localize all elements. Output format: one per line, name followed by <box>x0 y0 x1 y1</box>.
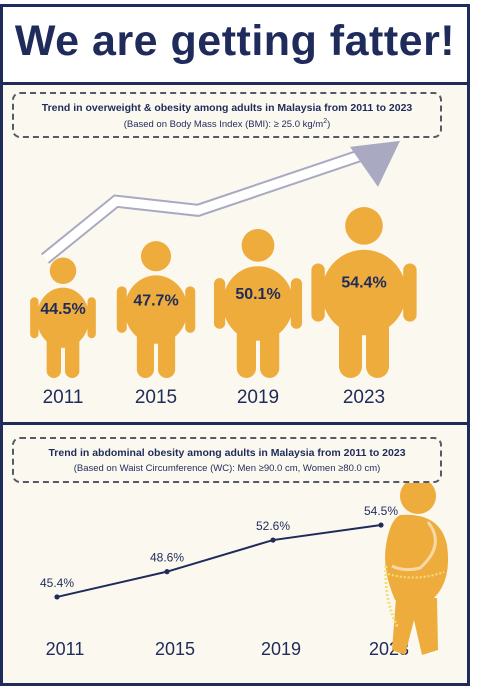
title-band: We are getting fatter! <box>3 7 467 85</box>
waist-chart-title-box: Trend in abdominal obesity among adults … <box>12 437 442 483</box>
waist-value-label: 52.6% <box>256 519 290 533</box>
bmi-year-label: 2023 <box>343 387 385 408</box>
bmi-year-label: 2019 <box>237 387 279 408</box>
waist-year-label: 2015 <box>155 639 195 659</box>
bmi-year-label: 2015 <box>135 387 177 408</box>
bmi-value-label: 44.5% <box>40 301 85 318</box>
measuring-tape <box>384 565 400 629</box>
waist-chart-title: Trend in abdominal obesity among adults … <box>48 447 406 459</box>
figure-arm <box>213 278 226 329</box>
bmi-year-label: 2011 <box>43 387 84 408</box>
figure-head <box>345 207 383 245</box>
figure-body <box>321 249 407 336</box>
person-arm-outline <box>391 521 437 572</box>
page-title: We are getting fatter! <box>14 17 456 65</box>
figure-body <box>222 266 294 341</box>
figure-body <box>36 287 90 348</box>
figure-arm <box>311 263 325 322</box>
figure-head <box>241 228 275 262</box>
waist-chart-subtitle: (Based on Waist Circumference (WC): Men … <box>73 463 381 474</box>
figure-arm <box>290 278 303 329</box>
waist-data-point <box>164 569 170 575</box>
figure-arm <box>403 263 417 322</box>
bmi-chart-title: Trend in overweight & obesity among adul… <box>41 102 413 114</box>
bmi-subtitle-end: ) <box>327 119 331 131</box>
figure-arm <box>30 297 39 339</box>
waist-value-label: 45.4% <box>40 576 74 590</box>
person-torso <box>385 514 449 600</box>
bmi-subtitle-text: (Based on Body Mass Index (BMI): ≥ 25.0 … <box>123 119 324 131</box>
figure-arm <box>185 286 196 333</box>
bmi-chart: 44.5% 2011 47.7% 2015 50.1% 2019 54.4% 2023 <box>30 140 417 408</box>
bmi-value-label: 47.7% <box>133 292 178 309</box>
trend-arrow-head <box>350 140 400 187</box>
waist-year-label: 2019 <box>261 639 301 659</box>
figure-2011: 44.5% <box>30 257 96 378</box>
figure-2023: 54.4% <box>311 207 417 378</box>
waist-value-label: 48.6% <box>150 551 184 565</box>
figure-2015: 47.7% <box>116 241 196 378</box>
bmi-value-label: 50.1% <box>235 286 280 303</box>
person-head <box>400 478 436 514</box>
waist-year-label: 2011 <box>46 639 85 659</box>
figure-arm <box>116 286 127 333</box>
figure-2019: 50.1% <box>213 228 303 378</box>
person-legs <box>392 598 438 655</box>
figure-head <box>49 257 77 284</box>
figure-arm <box>87 297 96 339</box>
person-measuring-icon <box>384 478 449 655</box>
section-divider <box>3 422 467 425</box>
trend-arrow-inner <box>42 146 376 263</box>
waist-trend-line <box>56 524 382 598</box>
measuring-tape-waist <box>387 571 445 579</box>
bmi-chart-title-box: Trend in overweight & obesity among adul… <box>12 92 442 138</box>
waist-data-point <box>378 522 384 528</box>
waist-data-point <box>54 594 60 600</box>
bmi-value-label: 54.4% <box>341 274 386 291</box>
waist-value-label: 54.5% <box>364 504 398 518</box>
figure-body <box>124 275 188 344</box>
waist-data-point <box>270 537 276 543</box>
figure-head <box>140 241 172 272</box>
bmi-subtitle-sup: 2 <box>323 118 328 125</box>
bmi-chart-subtitle: (Based on Body Mass Index (BMI): ≥ 25.0 … <box>14 118 440 130</box>
